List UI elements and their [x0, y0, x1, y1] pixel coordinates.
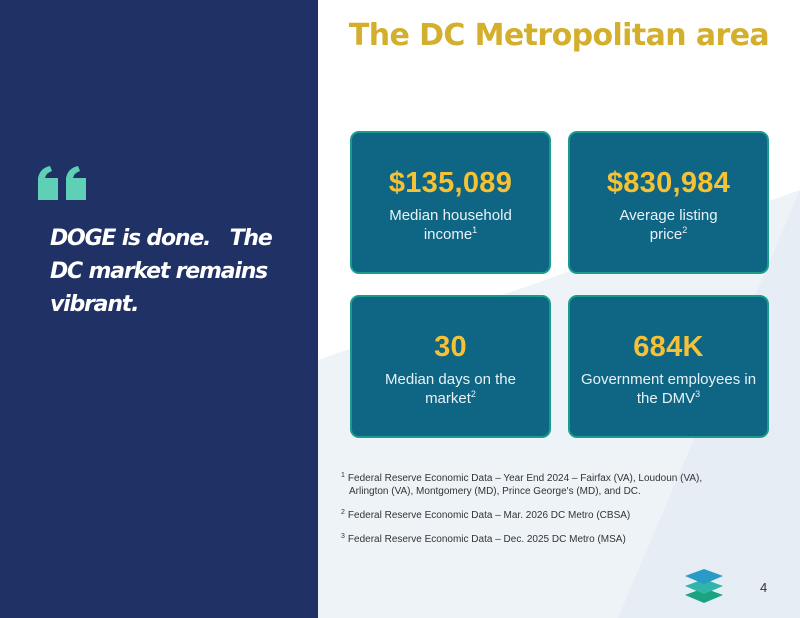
layered-stack-logo-icon	[685, 569, 723, 603]
stat-value: 30	[434, 331, 467, 363]
stat-label: Median household income1	[389, 207, 512, 243]
stat-card-government-employees: 684K Government employees in the DMV3	[568, 295, 769, 438]
stat-value: $135,089	[388, 167, 513, 199]
footnote-ref: 3	[695, 389, 701, 399]
footnote-ref: 1	[472, 225, 478, 235]
stat-value: $830,984	[606, 167, 731, 199]
stat-label: Average listing price2	[619, 207, 718, 243]
page-number: 4	[760, 580, 768, 595]
stat-label: Median days on the market2	[385, 371, 516, 407]
stat-card-median-income: $135,089 Median household income1	[350, 131, 551, 274]
page-title: The DC Metropolitan area	[348, 18, 770, 53]
footnote-3: 3 Federal Reserve Economic Data – Dec. 20…	[341, 532, 626, 545]
footnote-ref: 2	[470, 389, 476, 399]
footnote-2: 2 Federal Reserve Economic Data – Mar. 20…	[341, 508, 631, 521]
stat-value: 684K	[633, 331, 704, 363]
quotation-mark-icon	[38, 166, 86, 200]
stat-card-days-on-market: 30 Median days on the market2	[350, 295, 551, 438]
stat-label: Government employees in the DMV3	[580, 371, 757, 407]
quote-text: DOGE is done. The DC market remains vibr…	[50, 226, 279, 317]
left-panel: DOGE is done. The DC market remains vibr…	[0, 0, 318, 618]
footnote-ref: 2	[682, 225, 688, 235]
stat-card-listing-price: $830,984 Average listing price2	[568, 131, 769, 274]
footnote-1: 1 Federal Reserve Economic Data – Year En…	[341, 471, 703, 497]
footnotes: 1 Federal Reserve Economic Data – Year En…	[341, 472, 761, 557]
